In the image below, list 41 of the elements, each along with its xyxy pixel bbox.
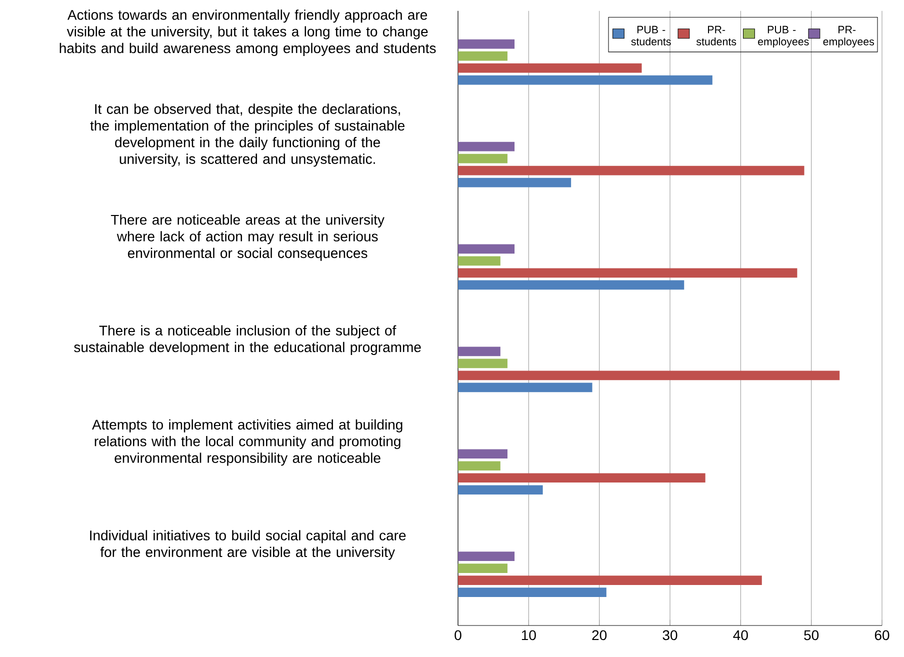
x-tick-label: 40 [733,630,748,640]
x-tick-label: 50 [804,630,819,640]
legend-label: PUB - students [631,26,671,46]
bar [458,449,508,459]
bar [458,142,515,152]
y-tick-label: Actions towards an environmentally friendly approach are visible at the university, but it takes a long time to change habits and build awareness among employees and students [60,10,436,56]
x-tick-label: 60 [874,630,890,640]
legend-label: PR- students [696,26,736,46]
y-tick-label: It can be observed that, despite the declarations, the implementation of the principles of sustainable development in the daily functioning of the university, is scattered and unsystematic. [90,104,404,167]
bar [458,154,508,164]
bar [458,461,500,471]
bar [458,51,508,61]
bar [458,268,798,278]
x-tick-label: 30 [662,630,678,640]
bar [458,576,762,585]
bar [458,256,500,266]
bar [458,485,543,495]
bar [458,178,572,188]
bar [458,358,508,368]
bar [458,39,515,49]
y-tick-label: Attempts to implement activities aimed at building relations with the local community and promoting environmental responsibility are noticeable [92,419,402,466]
bar [458,473,706,483]
y-tick-label: There is a noticeable inclusion of the subject of sustainable development in the educational programme [74,325,421,355]
bar [458,244,515,254]
bar [458,564,508,573]
bar [458,382,592,392]
x-tick-label: 0 [454,630,462,640]
y-tick-label: There are noticeable areas at the university where lack of action may result in serious environmental or social consequences [110,214,384,261]
bar [458,346,500,356]
x-tick-label: 20 [592,630,607,640]
legend-label: PUB - employees [758,26,809,48]
y-tick-label: Individual initiatives to build social capital and care for the environment are visible at the university [90,530,406,560]
bar [458,588,606,597]
bar [458,370,840,380]
legend-label: PR- employees [823,26,874,48]
x-tick-label: 10 [522,630,536,640]
bar [458,166,804,176]
bar [458,63,642,73]
bar [458,280,684,290]
bar [458,75,712,85]
bar [458,552,515,561]
